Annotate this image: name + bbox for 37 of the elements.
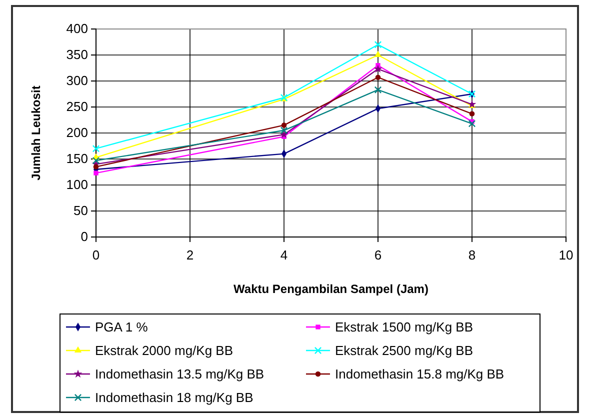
x-tick-label: 2 [186, 247, 194, 262]
x-tick-label: 10 [558, 247, 574, 262]
y-tick-label: 0 [80, 229, 88, 244]
x-axis-title: Waktu Pengambilan Sampel (Jam) [234, 282, 428, 296]
point [94, 170, 98, 176]
legend-label: Ekstrak 2000 mg/Kg BB [95, 343, 234, 358]
point [468, 120, 476, 128]
point [93, 164, 99, 170]
y-tick-label: 200 [66, 125, 88, 140]
x-tick-label: 4 [280, 247, 288, 262]
legend-label: Ekstrak 1500 mg/Kg BB [335, 320, 474, 334]
point [280, 130, 288, 138]
x-tick-label: 8 [468, 247, 476, 262]
y-tick-label: 50 [74, 203, 88, 218]
point [469, 111, 475, 116]
y-tick-label: 300 [66, 73, 88, 88]
y-tick-label: 400 [66, 21, 88, 36]
y-axis-title: Jumlah Leukosit [29, 86, 43, 180]
point [375, 74, 381, 80]
point [374, 86, 382, 94]
y-tick-label: 350 [66, 47, 88, 62]
point [281, 122, 287, 128]
point [374, 40, 382, 48]
point [280, 126, 288, 134]
x-tick-label: 6 [374, 247, 382, 262]
x-tick-label: 0 [92, 247, 100, 262]
legend-label: Ekstrak 2500 mg/Kg BB [335, 343, 474, 358]
legend-label: Indomethasin 15.8 mg/Kg BB [335, 366, 504, 382]
point [374, 64, 382, 73]
y-tick-label: 150 [66, 151, 88, 166]
point [92, 144, 100, 152]
y-tick-label: 250 [66, 99, 88, 114]
point [374, 50, 382, 58]
legend-label: PGA 1 % [95, 320, 148, 334]
y-tick-label: 100 [66, 177, 88, 192]
legend-label: Indomethasin 18 mg/Kg BB [95, 390, 254, 405]
legend-label: Indomethasin 13.5 mg/Kg BB [95, 366, 264, 382]
